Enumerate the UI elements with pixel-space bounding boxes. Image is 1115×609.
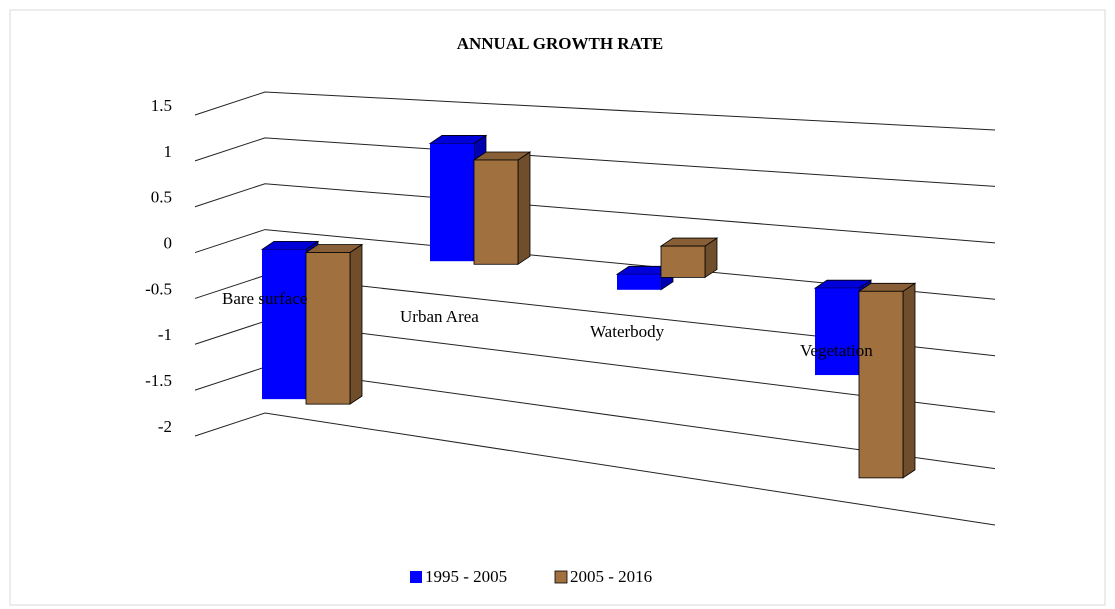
bar — [815, 288, 859, 376]
bar-side — [349, 243, 363, 405]
bar — [430, 143, 474, 262]
x-tick-label: Bare surface — [222, 289, 307, 308]
bar-side — [902, 282, 916, 479]
x-tick-label: Urban Area — [400, 307, 479, 326]
bar — [858, 290, 904, 479]
y-tick-label: 1 — [164, 142, 173, 161]
y-tick-label: 0.5 — [151, 188, 172, 207]
grid-line — [194, 91, 996, 131]
legend-label: 2005 - 2016 — [570, 567, 652, 586]
x-tick-label: Waterbody — [590, 322, 665, 341]
bar — [473, 159, 519, 265]
y-tick-label: 1.5 — [151, 96, 172, 115]
y-tick-label: -0.5 — [145, 279, 172, 298]
legend-label: 1995 - 2005 — [425, 567, 507, 586]
y-tick-label: -2 — [158, 417, 172, 436]
grid-line — [194, 412, 996, 526]
y-tick-label: 0 — [164, 233, 173, 252]
bar-side — [517, 151, 531, 266]
grid-line — [194, 137, 996, 187]
grid-line — [194, 183, 996, 244]
bar — [305, 252, 351, 405]
chart-title: ANNUAL GROWTH RATE — [457, 34, 664, 53]
legend-swatch — [410, 571, 422, 583]
bar — [262, 249, 306, 400]
bar — [660, 245, 706, 278]
x-tick-label: Vegetation — [800, 341, 873, 360]
y-tick-label: -1.5 — [145, 371, 172, 390]
y-tick-label: -1 — [158, 325, 172, 344]
legend-swatch — [554, 570, 568, 584]
grid-line — [194, 229, 996, 300]
bar — [617, 274, 661, 290]
